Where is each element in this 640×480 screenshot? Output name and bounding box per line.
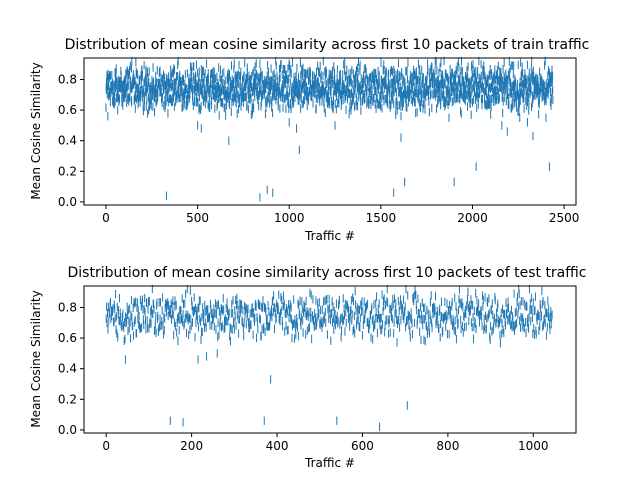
test-plot-frame	[83, 285, 577, 434]
train-y-tick-label: 0.8	[58, 72, 77, 86]
test-x-tick-label: 800	[436, 439, 459, 453]
test-x-tick-label: 0	[102, 439, 110, 453]
train-x-tick-label: 1500	[366, 211, 397, 225]
train-x-axis-label: Traffic #	[304, 229, 355, 243]
test-marks	[105, 284, 553, 432]
train-x-tick-label: 0	[102, 211, 110, 225]
train-x-tick-label: 2000	[457, 211, 488, 225]
train-y-tick-label: 0.2	[58, 164, 77, 178]
test-x-ticks: 0 200 400 600 800 1000	[102, 433, 549, 453]
test-y-tick-label: 0.8	[58, 300, 77, 314]
test-y-ticks: 0.0 0.2 0.4 0.6 0.8	[58, 300, 84, 437]
test-x-tick-label: 600	[351, 439, 374, 453]
test-y-axis-label: Mean Cosine Similarity	[29, 290, 43, 427]
train-plot-frame	[83, 57, 577, 206]
train-y-axis-label: Mean Cosine Similarity	[29, 62, 43, 199]
train-x-ticks: 0 500 1000 1500 2000 2500	[102, 205, 579, 225]
train-chart-title: Distribution of mean cosine similarity a…	[65, 37, 590, 53]
train-y-tick-label: 0.0	[58, 195, 77, 209]
train-y-tick-label: 0.4	[58, 134, 77, 148]
test-y-tick-label: 0.0	[58, 423, 77, 437]
train-x-tick-label: 1000	[274, 211, 305, 225]
train-y-tick-label: 0.6	[58, 103, 77, 117]
train-y-ticks: 0.0 0.2 0.4 0.6 0.8	[58, 72, 84, 209]
test-y-tick-label: 0.6	[58, 331, 77, 345]
test-y-tick-label: 0.4	[58, 362, 77, 376]
test-x-axis-label: Traffic #	[304, 456, 355, 470]
test-chart: Distribution of mean cosine similarity a…	[29, 265, 587, 470]
test-y-tick-label: 0.2	[58, 392, 77, 406]
test-chart-title: Distribution of mean cosine similarity a…	[67, 265, 586, 281]
train-x-tick-label: 2500	[549, 211, 580, 225]
test-x-tick-label: 1000	[518, 439, 549, 453]
train-marks	[105, 56, 554, 202]
train-chart: Distribution of mean cosine similarity a…	[29, 37, 589, 243]
test-x-tick-label: 400	[266, 439, 289, 453]
test-x-tick-label: 200	[180, 439, 203, 453]
train-x-tick-label: 500	[186, 211, 209, 225]
